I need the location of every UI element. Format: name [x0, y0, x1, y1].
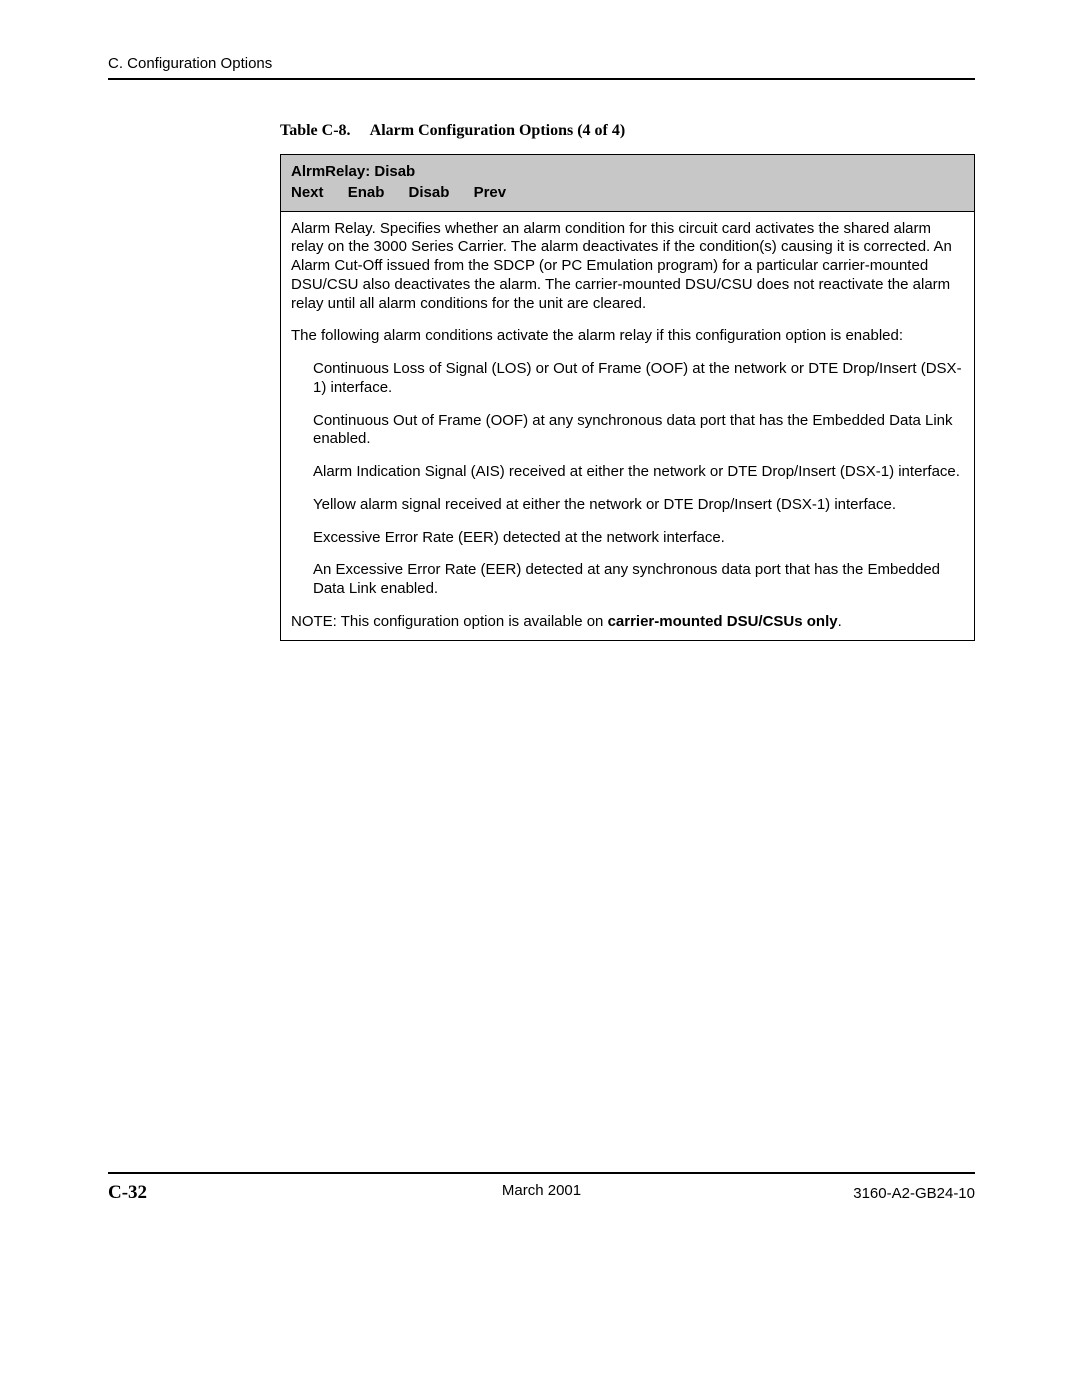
table-caption: Table C-8. Alarm Configuration Options (… — [280, 122, 975, 140]
page-header: C. Configuration Options — [108, 55, 975, 80]
footer-rule — [108, 1172, 975, 1174]
note-prefix: NOTE: This configuration option is avail… — [291, 613, 608, 630]
condition-item: Continuous Out of Frame (OOF) at any syn… — [291, 412, 964, 450]
condition-item: An Excessive Error Rate (EER) detected a… — [291, 561, 964, 599]
menu-item-enab: Enab — [348, 184, 385, 203]
caption-label: Table C-8. — [280, 122, 351, 140]
menu-row: Next Enab Disab Prev — [291, 184, 964, 203]
note-paragraph: NOTE: This configuration option is avail… — [291, 613, 964, 632]
footer-row: C-32 March 2001 3160-A2-GB24-10 — [108, 1182, 975, 1204]
conditions-intro: The following alarm conditions activate … — [291, 327, 964, 346]
note-bold: carrier-mounted DSU/CSUs only — [608, 613, 838, 630]
menu-item-next: Next — [291, 184, 324, 203]
config-table: AlrmRelay: Disab Next Enab Disab Prev Al… — [280, 154, 975, 641]
menu-title: AlrmRelay: Disab — [291, 163, 964, 182]
condition-item: Alarm Indication Signal (AIS) received a… — [291, 463, 964, 482]
condition-item: Yellow alarm signal received at either t… — [291, 496, 964, 515]
table-header-cell: AlrmRelay: Disab Next Enab Disab Prev — [281, 155, 975, 212]
menu-item-prev: Prev — [474, 184, 507, 203]
footer-date: March 2001 — [502, 1182, 581, 1199]
menu-item-disab: Disab — [409, 184, 450, 203]
condition-item: Excessive Error Rate (EER) detected at t… — [291, 529, 964, 548]
page-footer: C-32 March 2001 3160-A2-GB24-10 — [108, 1172, 975, 1204]
footer-doc-id: 3160-A2-GB24-10 — [853, 1185, 975, 1202]
note-suffix: . — [838, 613, 842, 630]
page-number: C-32 — [108, 1182, 147, 1204]
intro-paragraph: Alarm Relay. Specifies whether an alarm … — [291, 220, 964, 314]
header-rule — [108, 78, 975, 80]
table-body-cell: Alarm Relay. Specifies whether an alarm … — [281, 211, 975, 640]
caption-title: Alarm Configuration Options (4 of 4) — [370, 122, 626, 139]
condition-item: Continuous Loss of Signal (LOS) or Out o… — [291, 360, 964, 398]
content-area: Table C-8. Alarm Configuration Options (… — [280, 122, 975, 641]
header-section-text: C. Configuration Options — [108, 55, 975, 78]
